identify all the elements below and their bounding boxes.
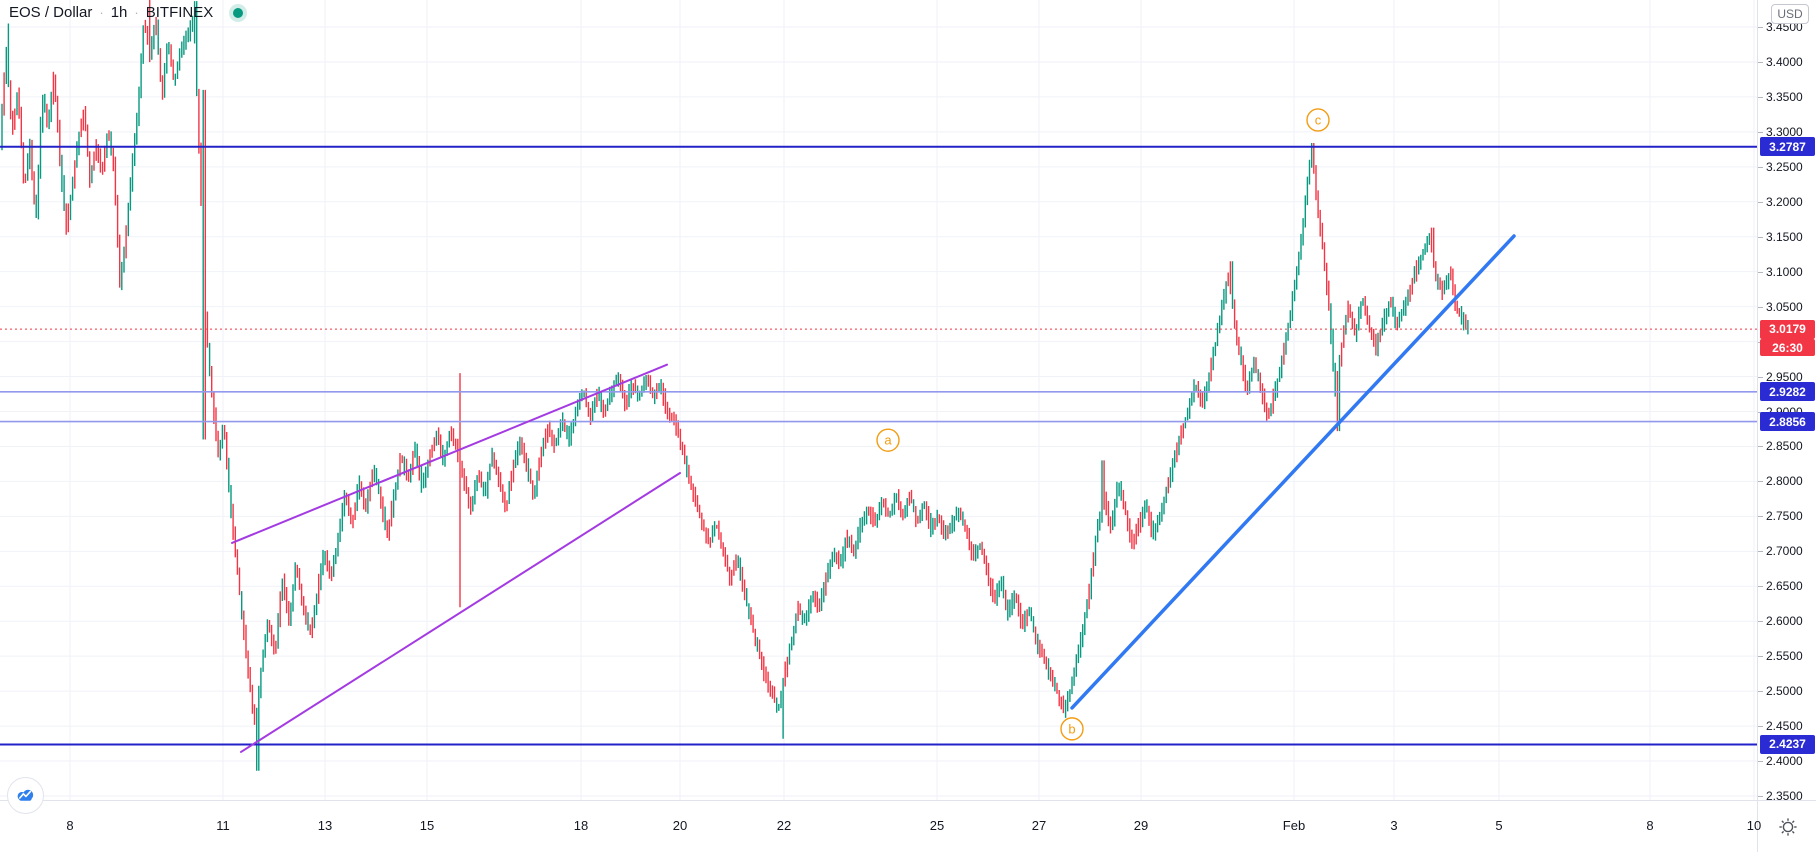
price-tick-label: 3.0500 (1766, 299, 1803, 314)
price-tick-label: 3.4000 (1766, 54, 1803, 69)
chart-plot-area[interactable]: a b c (0, 0, 1757, 800)
price-tick-mark (1758, 96, 1763, 98)
axis-settings-corner[interactable] (1757, 800, 1816, 852)
time-tick-label: Feb (1282, 818, 1306, 833)
symbol-title[interactable]: EOS / Dollar (9, 4, 93, 21)
price-tick-mark (1758, 411, 1763, 413)
price-level-badge[interactable]: 3.2787 (1760, 137, 1815, 157)
price-tick-label: 3.2500 (1766, 159, 1803, 174)
time-tick-label: 15 (419, 818, 435, 833)
bar-close-countdown-badge: 26:30 (1760, 339, 1815, 357)
price-tick-mark (1758, 166, 1763, 168)
candles-down (3, 0, 1467, 725)
price-tick-label: 2.8500 (1766, 439, 1803, 454)
price-tick-mark (1758, 131, 1763, 133)
wave-label-a[interactable]: a (876, 428, 900, 452)
time-tick-label: 10 (1746, 818, 1762, 833)
time-axis[interactable]: 8 11 13 15 18 20 22 25 27 29 Feb 3 5 8 10 (0, 800, 1761, 852)
price-tick-mark (1758, 691, 1763, 693)
wave-label-c[interactable]: c (1306, 108, 1330, 132)
price-tick-mark (1758, 271, 1763, 273)
price-tick-label: 2.4500 (1766, 719, 1803, 734)
symbol-legend[interactable]: EOS / Dollar · 1h · BITFINEX (9, 4, 244, 21)
legend-separator: · (134, 5, 139, 20)
time-tick-label: 22 (776, 818, 792, 833)
price-level-badge[interactable]: 2.4237 (1760, 734, 1815, 754)
price-level-badge[interactable]: 2.9282 (1760, 382, 1815, 402)
wave-label-b[interactable]: b (1060, 717, 1084, 741)
price-tick-label: 2.3500 (1766, 789, 1803, 803)
price-tick-mark (1758, 61, 1763, 63)
price-tick-label: 2.9500 (1766, 369, 1803, 384)
svg-text:c: c (1315, 112, 1322, 127)
price-tick-label: 2.5000 (1766, 684, 1803, 699)
price-tick-mark (1758, 446, 1763, 448)
wedge-upper-trendline[interactable] (231, 363, 668, 544)
price-tick-label: 3.2000 (1766, 194, 1803, 209)
price-tick-mark (1758, 761, 1763, 763)
time-tick-label: 29 (1133, 818, 1149, 833)
time-tick-label: 27 (1031, 818, 1047, 833)
price-tick-mark (1758, 516, 1763, 518)
last-price-badge[interactable]: 3.0179 (1760, 319, 1815, 339)
price-tick-mark (1758, 586, 1763, 588)
price-tick-mark (1758, 481, 1763, 483)
legend-separator: · (99, 5, 104, 20)
price-tick-mark (1758, 201, 1763, 203)
price-tick-label: 2.7500 (1766, 509, 1803, 524)
price-tick-mark (1758, 236, 1763, 238)
price-tick-mark (1758, 656, 1763, 658)
time-tick-label: 18 (573, 818, 589, 833)
price-tick-label: 2.6500 (1766, 579, 1803, 594)
time-tick-label: 20 (672, 818, 688, 833)
time-tick-label: 13 (317, 818, 333, 833)
exchange-label[interactable]: BITFINEX (145, 4, 214, 21)
mountain-chart-logo-icon (17, 789, 34, 801)
svg-text:a: a (884, 433, 892, 448)
price-tick-mark (1758, 621, 1763, 623)
price-tick-label: 2.5500 (1766, 649, 1803, 664)
time-tick-label: 3 (1390, 818, 1398, 833)
price-tick-mark (1758, 726, 1763, 728)
price-axis[interactable]: USD 3.4500 3.4000 3.3500 3.3000 3.2500 3.2000… (1757, 0, 1816, 803)
price-tick-label: 3.1500 (1766, 229, 1803, 244)
interval-label[interactable]: 1h (110, 4, 128, 21)
wedge-lower-trendline[interactable] (240, 472, 681, 753)
svg-text:b: b (1068, 721, 1075, 736)
price-tick-label: 2.8000 (1766, 474, 1803, 489)
price-tick-mark (1758, 551, 1763, 553)
price-tick-mark (1758, 796, 1763, 797)
grid (0, 0, 1757, 800)
price-tick-label: 3.3500 (1766, 89, 1803, 104)
rising-support-trendline[interactable] (1070, 234, 1516, 710)
time-tick-label: 8 (66, 818, 74, 833)
price-tick-label: 2.4000 (1766, 754, 1803, 769)
currency-unit-button[interactable]: USD (1771, 4, 1809, 24)
price-tick-label: 3.3000 (1766, 124, 1803, 139)
price-tick-mark (1758, 27, 1763, 28)
price-tick-label: 2.6000 (1766, 614, 1803, 629)
chart-watermark-logo[interactable] (7, 777, 44, 814)
candles-up (1, 1, 1469, 771)
time-tick-label: 25 (929, 818, 945, 833)
price-level-badge[interactable]: 2.8856 (1760, 412, 1815, 432)
time-tick-label: 5 (1495, 818, 1503, 833)
price-tick-label: 2.7000 (1766, 544, 1803, 559)
market-open-status-icon[interactable] (233, 7, 244, 18)
price-tick-mark (1758, 306, 1763, 308)
price-tick-label: 3.1000 (1766, 264, 1803, 279)
price-tick-mark (1758, 376, 1763, 378)
time-tick-label: 8 (1646, 818, 1654, 833)
price-scale-settings-icon[interactable] (1778, 818, 1797, 836)
time-tick-label: 11 (216, 818, 230, 833)
